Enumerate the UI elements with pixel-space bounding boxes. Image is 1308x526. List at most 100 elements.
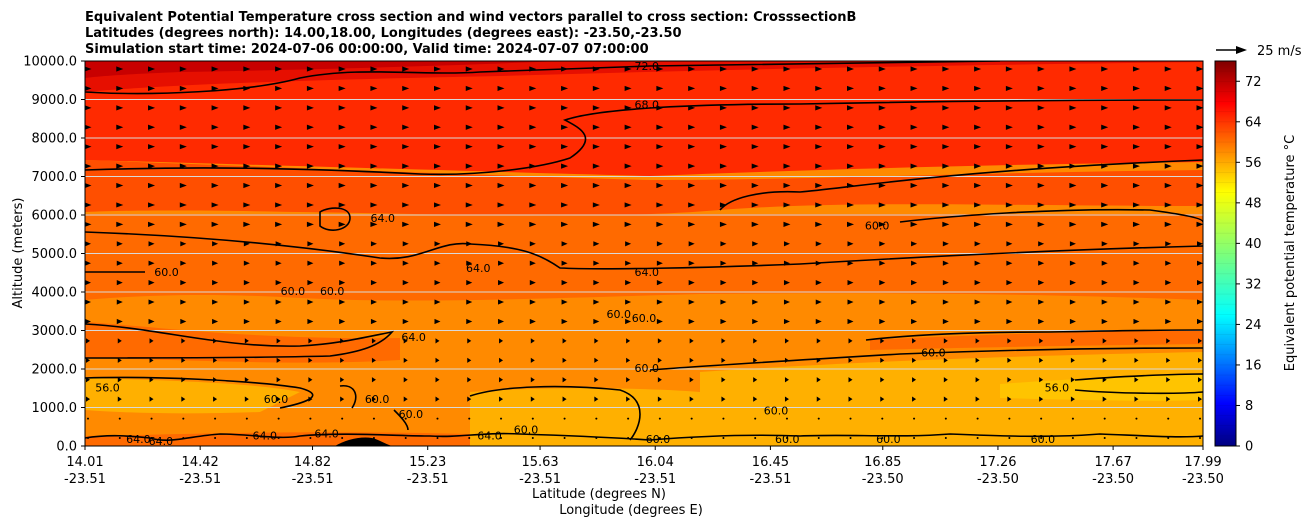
wind-vector — [244, 357, 249, 363]
wind-vector — [849, 437, 852, 439]
wind-vector — [784, 377, 789, 383]
wind-vector — [656, 163, 664, 169]
wind-vector — [1005, 221, 1013, 227]
wind-vector — [1133, 280, 1140, 286]
wind-vector — [211, 163, 219, 169]
wind-vector — [85, 86, 92, 91]
wind-vector — [910, 105, 918, 111]
wind-vector — [625, 260, 632, 266]
wind-vector — [149, 338, 154, 344]
wind-vector — [1037, 85, 1045, 92]
wind-vector — [910, 124, 918, 130]
wind-vector — [656, 318, 663, 325]
wind-vector — [148, 182, 156, 189]
wind-vector — [657, 338, 662, 344]
wind-vector — [211, 66, 219, 72]
wind-vector — [465, 124, 473, 130]
wind-vector — [847, 280, 854, 286]
wind-vector — [879, 260, 886, 266]
band-56-60-left — [85, 378, 300, 414]
wind-vector — [975, 396, 980, 402]
wind-vector — [847, 221, 855, 227]
wind-vector — [783, 260, 790, 266]
wind-vector — [1101, 124, 1109, 130]
wind-vector — [497, 221, 505, 227]
wind-vector — [306, 66, 314, 72]
wind-vector — [370, 124, 378, 130]
wind-vector — [593, 280, 600, 286]
wind-vector — [974, 202, 982, 208]
wind-vector — [1069, 163, 1077, 169]
contour-label: 60.0 — [606, 308, 631, 321]
wind-vector — [974, 280, 981, 286]
wind-vector — [1196, 182, 1203, 189]
wind-vector — [783, 241, 790, 247]
wind-vector — [880, 377, 885, 383]
wind-vector — [497, 144, 505, 150]
wind-vector — [435, 377, 440, 383]
wind-vector — [180, 280, 187, 286]
wind-vector — [150, 437, 153, 439]
wind-vector — [1197, 318, 1203, 325]
colorbar-tick-label: 48 — [1245, 196, 1262, 211]
wind-vector — [592, 66, 600, 72]
wind-vector — [529, 280, 536, 286]
wind-vector — [148, 241, 155, 247]
colorbar-tick-label: 0 — [1245, 440, 1253, 455]
wind-vector — [911, 241, 918, 247]
wind-vector — [1070, 357, 1075, 363]
wind-vector — [1037, 182, 1045, 189]
y-tick-label: 7000.0 — [32, 170, 78, 185]
wind-vector — [465, 85, 473, 92]
wind-vector — [878, 144, 886, 150]
wind-vector — [1101, 66, 1109, 72]
wind-vector — [624, 221, 632, 227]
wind-vector — [943, 357, 948, 363]
wind-vector — [338, 124, 346, 130]
wind-vector — [117, 377, 122, 383]
wind-vector — [370, 221, 378, 227]
wind-vector — [595, 437, 598, 439]
wind-vector — [656, 202, 664, 208]
wind-vector — [816, 338, 821, 344]
wind-vector — [910, 66, 918, 72]
wind-vector — [497, 66, 505, 72]
wind-vector — [719, 66, 727, 72]
wind-vector — [182, 417, 185, 420]
contour-label: 60.0 — [399, 408, 424, 421]
wind-vector — [148, 299, 155, 305]
wind-vector — [913, 417, 916, 420]
wind-vector — [307, 299, 314, 305]
wind-vector — [150, 417, 153, 420]
wind-vector — [849, 417, 852, 420]
wind-vector — [1164, 144, 1172, 150]
wind-vector — [689, 357, 694, 363]
wind-vector — [1069, 105, 1077, 111]
wind-vector — [847, 260, 854, 266]
wind-vector — [87, 417, 89, 420]
contour-label-layer: 72.068.064.060.060.056.060.060.0 60.064.0… — [95, 61, 1069, 446]
wind-vector — [848, 338, 853, 344]
wind-vector — [466, 318, 473, 325]
wind-vector — [657, 396, 662, 402]
wind-vector — [85, 318, 91, 325]
wind-vector — [213, 396, 218, 402]
wind-vector — [116, 144, 124, 150]
wind-vector — [593, 260, 600, 266]
wind-vector — [148, 280, 155, 286]
wind-vector — [1006, 241, 1013, 247]
wind-vector — [86, 377, 90, 383]
wind-vector — [529, 105, 537, 111]
wind-vector — [179, 221, 187, 227]
wind-vector — [974, 241, 981, 247]
x-tick-label-lat: 17.26 — [979, 455, 1016, 470]
wind-vector — [688, 105, 696, 111]
wind-vector — [785, 417, 788, 420]
wind-vector — [529, 182, 537, 189]
wind-vector — [1005, 202, 1013, 208]
wind-vector — [656, 182, 664, 189]
wind-vector — [1101, 221, 1109, 227]
wind-vector — [148, 85, 156, 92]
wind-vector — [1102, 338, 1107, 344]
wind-vector — [880, 338, 885, 344]
